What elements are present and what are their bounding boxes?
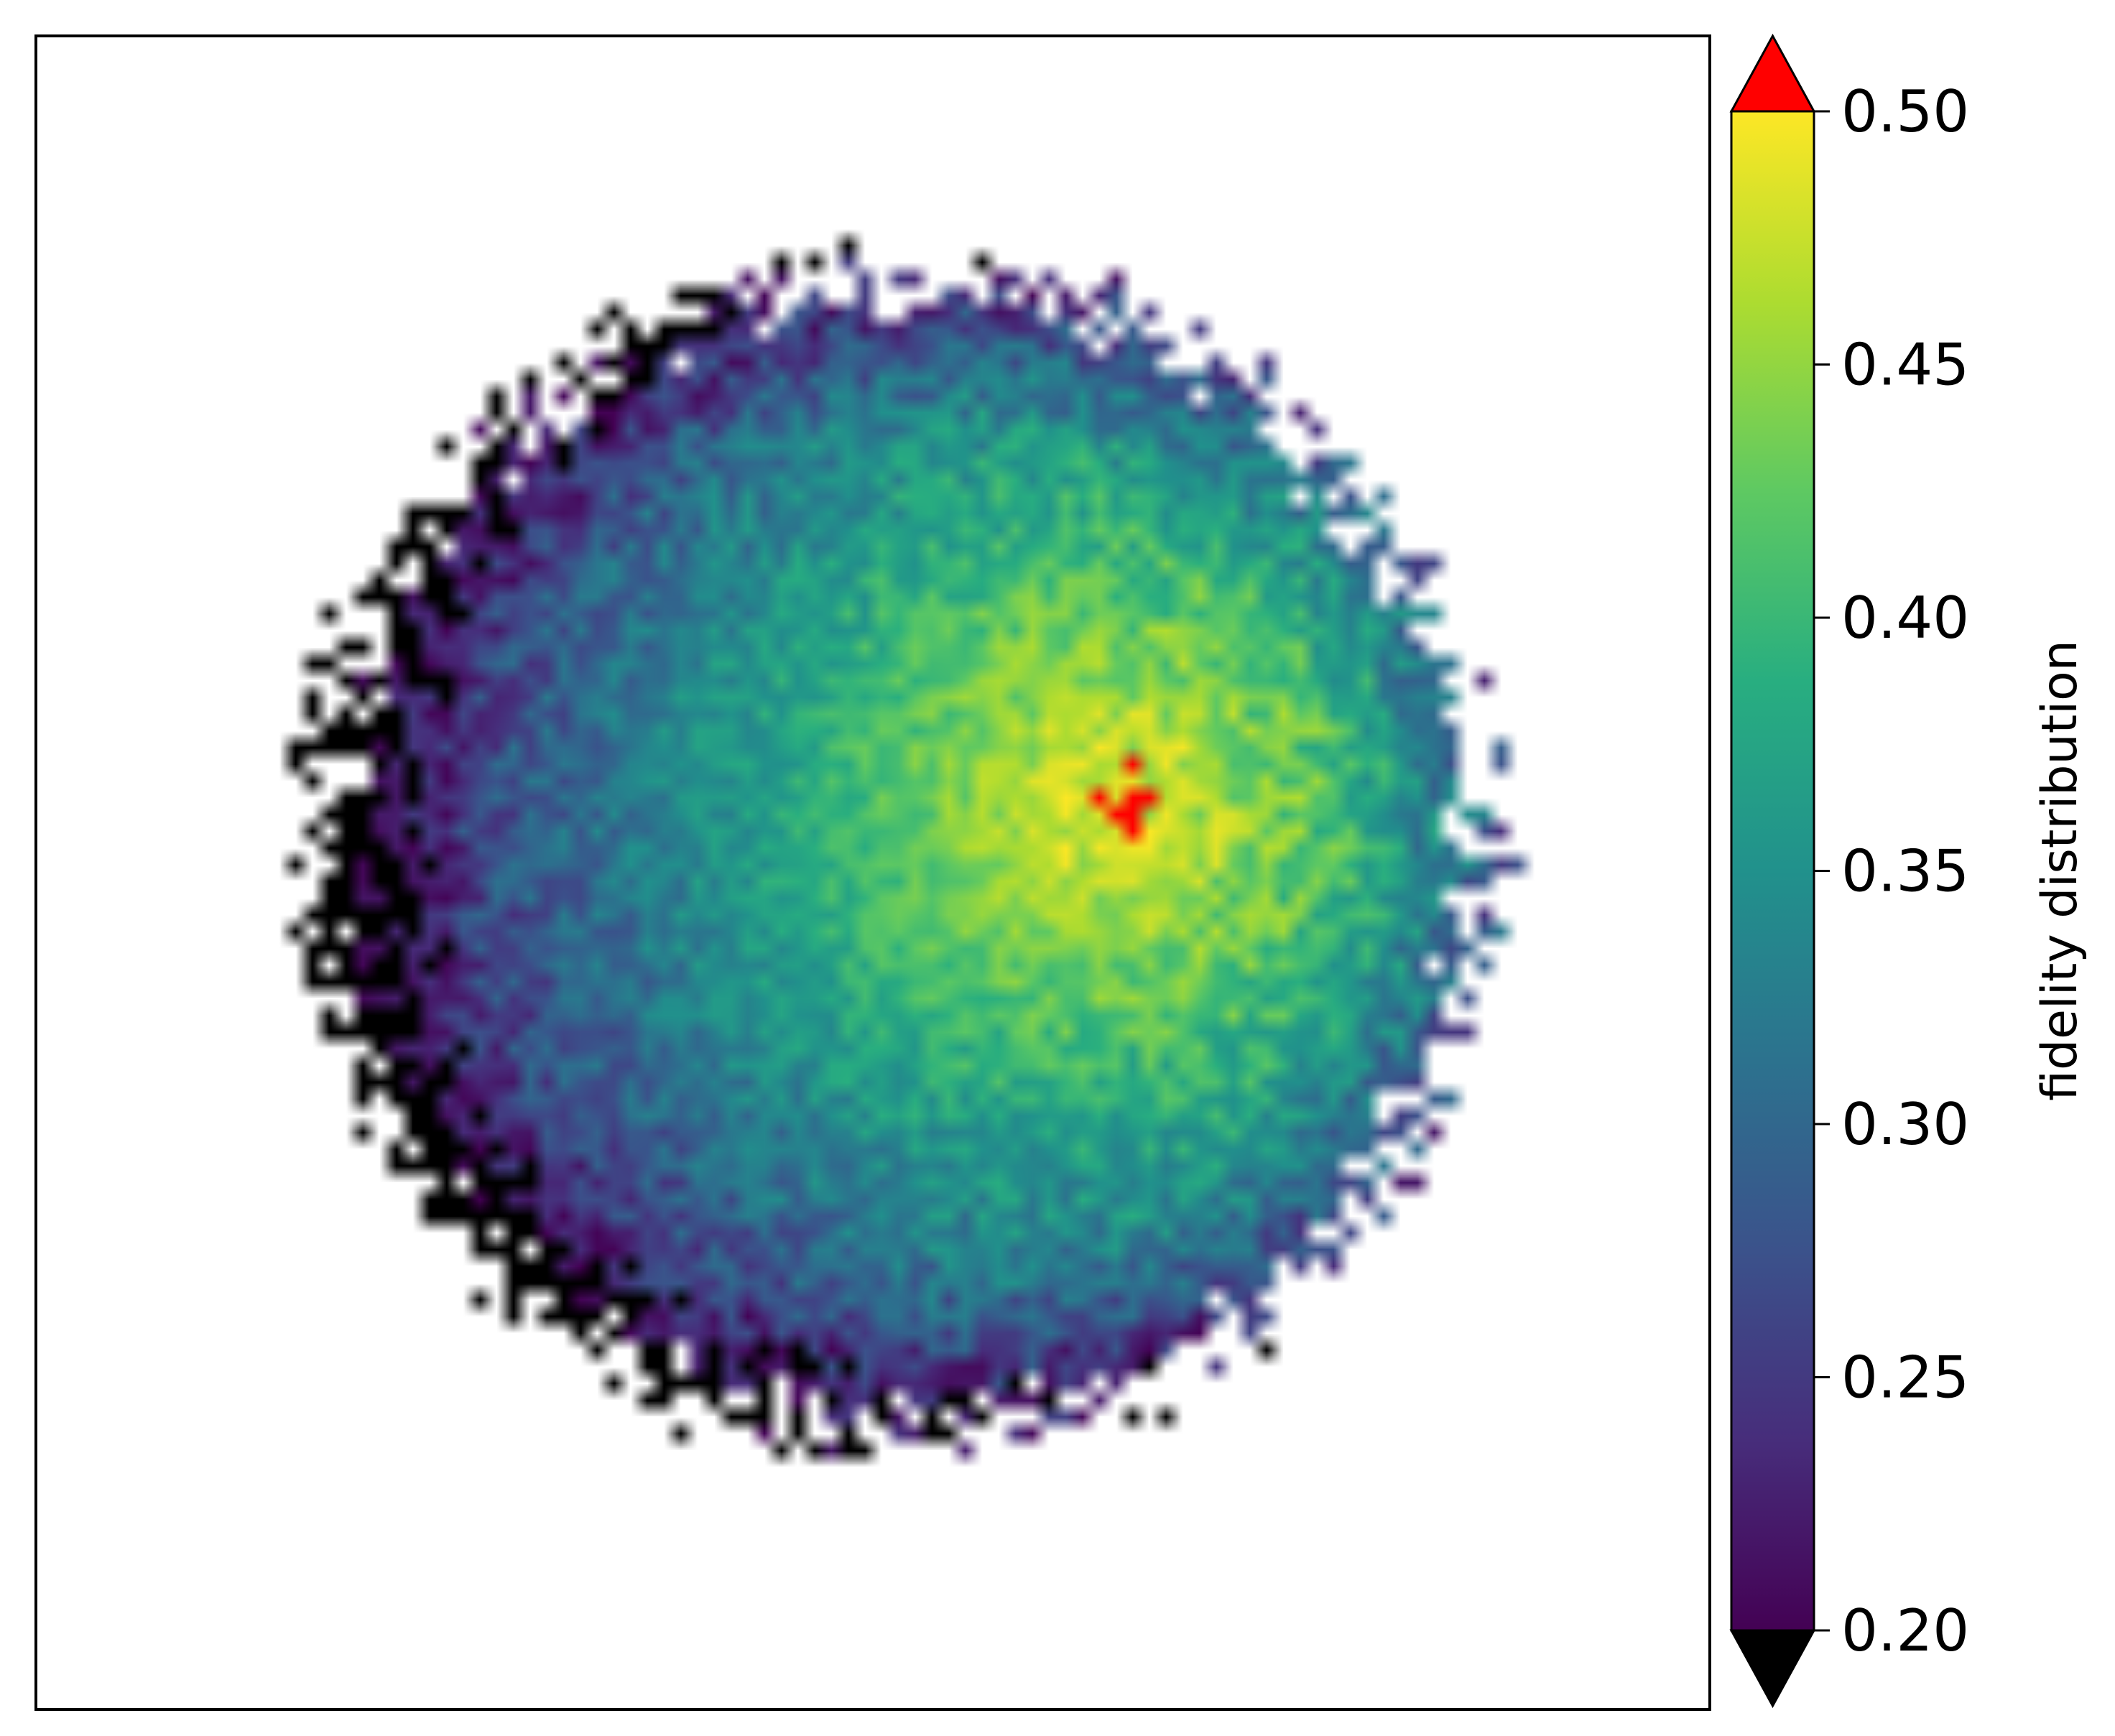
plot-area [34,34,1711,1711]
colorbar-label: fidelity distribution [2032,640,2088,1101]
colorbar-tick-label: 0.40 [1841,585,1969,651]
colorbar-extend-under [1729,1629,1816,1709]
colorbar-gradient [1731,111,1814,1630]
colorbar-extend-over [1729,33,1816,113]
colorbar-tick-label: 0.50 [1841,78,1969,145]
colorbar-tick-label: 0.30 [1841,1091,1969,1158]
colorbar-tick-label: 0.25 [1841,1345,1969,1411]
colorbar-tick-label: 0.35 [1841,838,1969,905]
heatmap-image [36,36,1710,1709]
plot-frame [34,34,1711,1711]
colorbar-tick-label: 0.20 [1841,1597,1969,1664]
colorbar-ticks: 0.20 0.25 0.30 0.35 0.40 0.45 0.50 [1814,78,1969,1664]
colorbar-tick-label: 0.45 [1841,332,1969,399]
colorbar: 0.20 0.25 0.30 0.35 0.40 0.45 0.50 fidelity di… [1729,33,2088,1709]
